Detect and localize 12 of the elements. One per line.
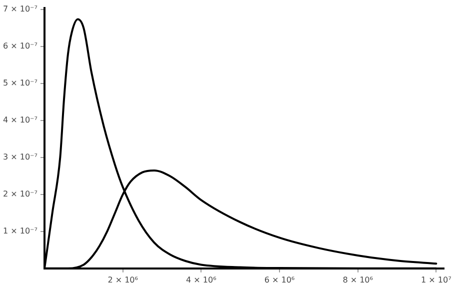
x-tick-label: 1 × 10⁷ [421, 275, 452, 284]
y-tick-label: 5 × 10⁻⁷ [2, 78, 38, 88]
y-tick-label: 1 × 10⁻⁷ [2, 226, 38, 236]
x-tick-label: 6 × 10⁶ [264, 275, 295, 284]
x-tick-label: 4 × 10⁶ [186, 275, 216, 284]
y-tick-label: 6 × 10⁻⁷ [2, 42, 38, 51]
x-tick-label: 2 × 10⁶ [108, 275, 138, 284]
y-tick-label: 2 × 10⁻⁷ [2, 190, 38, 199]
y-tick-label: 4 × 10⁻⁷ [2, 116, 38, 125]
x-tick-label: 8 × 10⁶ [342, 275, 373, 284]
y-tick-label: 7 × 10⁻⁷ [2, 4, 38, 14]
y-tick-label: 3 × 10⁻⁷ [2, 152, 38, 162]
